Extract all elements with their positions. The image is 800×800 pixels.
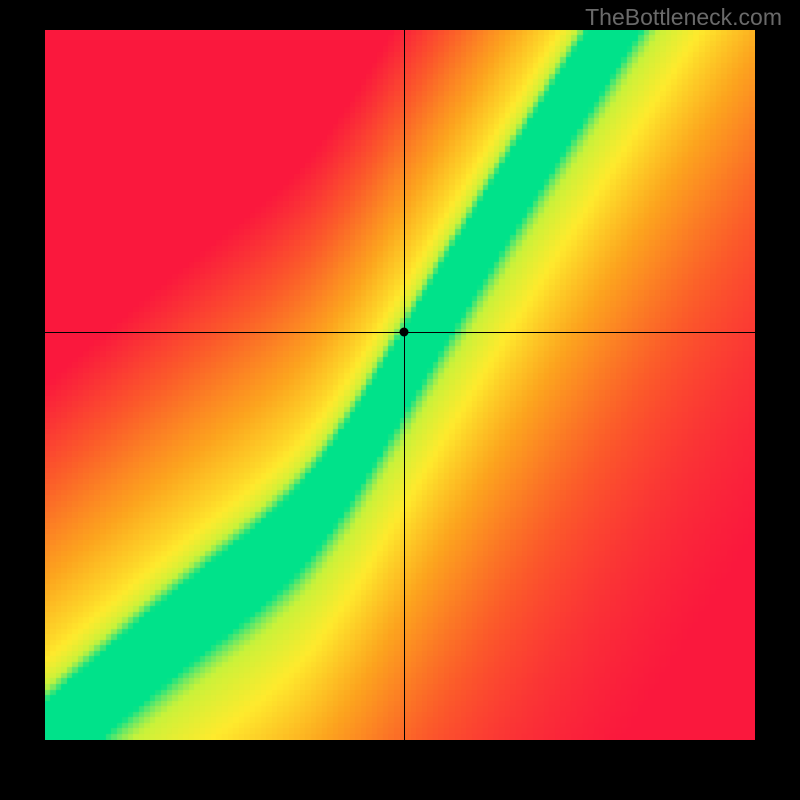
crosshair-marker [399,327,408,336]
chart-container: TheBottleneck.com [0,0,800,800]
heatmap-plot [45,30,755,740]
crosshair-vertical [404,30,405,740]
watermark-text: TheBottleneck.com [585,4,782,31]
heatmap-canvas [45,30,755,740]
